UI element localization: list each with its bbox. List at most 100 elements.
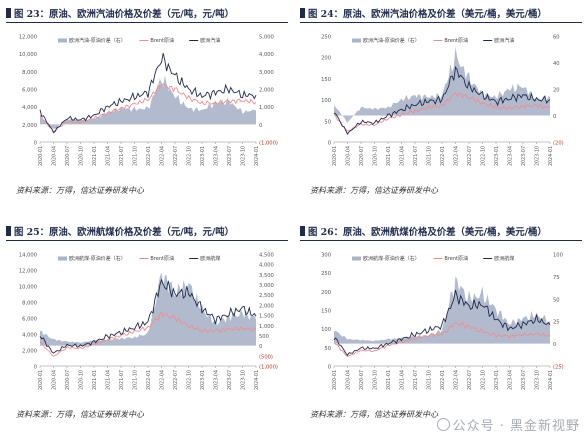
- x-tick-label: 2021-10: [427, 146, 433, 166]
- left-tick-label: 0: [34, 141, 37, 147]
- x-tick-label: 2020-07: [65, 370, 71, 390]
- x-tick-label: 2020-04: [52, 370, 58, 390]
- right-tick-label: (20): [553, 141, 564, 147]
- x-tick-label: 2023-10: [535, 146, 541, 166]
- x-tick-label: 2020-04: [52, 146, 58, 166]
- x-tick-label: 2020-01: [332, 146, 338, 166]
- x-tick-label: 2021-07: [413, 146, 419, 166]
- chart-svg-23: 12,000 10,000 8,000 6,000 4,000 2,000 0 5,000 4,…: [19, 35, 278, 167]
- left-tick-label: 250: [321, 271, 331, 277]
- x-tick-label: 2023-07: [521, 370, 527, 390]
- x-tick-label: 2022-07: [467, 146, 473, 166]
- right-tick-label: 4,000: [259, 263, 274, 269]
- left-tick-label: 12,000: [19, 35, 37, 41]
- x-tick-label: 2020-10: [79, 370, 85, 390]
- x-tick-label: 2022-10: [481, 370, 487, 390]
- x-tick-label: 2020-10: [79, 146, 85, 166]
- wechat-icon: [436, 418, 450, 431]
- x-tick-label: 2023-04: [508, 146, 514, 166]
- x-tick-label: 2024-01: [254, 146, 260, 166]
- series-spread-area: [334, 46, 550, 123]
- right-tick-label: 20: [553, 88, 560, 94]
- watermark: 公众号 · 黑金新视野: [436, 415, 580, 434]
- series-product-line: [39, 278, 257, 354]
- right-tick-label: 3,500: [259, 273, 274, 279]
- series-brent-line: [39, 311, 257, 357]
- right-tick-label: 1,500: [259, 314, 274, 320]
- x-tick-label: 2022-01: [146, 146, 152, 166]
- x-tick-label: 2023-04: [508, 370, 514, 390]
- left-tick-label: 2,000: [22, 349, 37, 355]
- x-tick-label: 2020-01: [332, 370, 338, 390]
- x-tick-label: 2020-10: [373, 370, 379, 390]
- x-tick-label: 2020-07: [359, 146, 365, 166]
- right-tick-label: 500: [259, 334, 269, 340]
- x-tick-label: 2023-07: [521, 146, 527, 166]
- left-tick-label: 10,000: [19, 52, 37, 58]
- x-tick-label: 2023-01: [200, 370, 206, 390]
- title-rule: [6, 240, 288, 241]
- x-tick-label: 2021-04: [400, 146, 406, 166]
- right-tick-label: 0: [259, 344, 262, 350]
- legend-label-spread: 欧洲航煤-原油价差（右）: [363, 255, 420, 262]
- source-note: 资料来源：万得，信达证券研发中心: [16, 410, 144, 419]
- x-tick-label: 2023-10: [241, 146, 247, 166]
- chart-panel-24: 图 24：原油、欧洲汽油价格及价差（美元/桶，美元/桶） 250 200 150 10…: [294, 0, 588, 218]
- right-tick-label: 2,500: [259, 293, 274, 299]
- x-tick-label: 2021-01: [386, 370, 392, 390]
- left-tick-label: 150: [321, 77, 331, 83]
- x-tick-label: 2020-04: [346, 370, 352, 390]
- chart-panel-23: 图 23：原油、欧洲汽油价格及价差（元/吨，元/吨） 12,000 10,000 8…: [0, 0, 294, 218]
- figure-title: 图 25：原油、欧洲航煤价格及价差（元/吨，元/吨）: [6, 224, 234, 238]
- legend-label-product: 欧洲汽油: [200, 37, 220, 44]
- left-tick-label: 8,000: [22, 70, 37, 76]
- x-tick-label: 2021-04: [106, 146, 112, 166]
- legend-label-product: 欧洲航煤: [200, 255, 220, 262]
- x-tick-label: 2022-10: [481, 146, 487, 166]
- right-tick-label: 75: [553, 275, 560, 281]
- x-tick-label: 2022-01: [440, 146, 446, 166]
- right-tick-label: (1,000): [259, 365, 278, 371]
- x-tick-label: 2021-10: [427, 370, 433, 390]
- chart-panel-26: 图 26：原油、欧洲航煤价格及价差（美元/桶，美元/桶） 300 250 200 15…: [294, 218, 588, 436]
- legend-label-brent: Brent原油: [150, 37, 174, 44]
- title-rule: [300, 240, 582, 241]
- right-tick-label: (25): [553, 365, 564, 371]
- x-tick-label: 2022-07: [467, 370, 473, 390]
- source-note: 资料来源：万得，信达证券研发中心: [16, 186, 144, 195]
- left-tick-label: 50: [324, 119, 331, 125]
- x-tick-label: 2022-07: [173, 146, 179, 166]
- x-tick-label: 2021-07: [119, 370, 125, 390]
- legend-label-spread: 欧洲汽油-原油价差（右）: [363, 37, 420, 44]
- chart-panel-25: 图 25：原油、欧洲航煤价格及价差（元/吨，元/吨） 14,000 12,000 1…: [0, 218, 294, 436]
- legend-label-brent: Brent原油: [444, 255, 468, 262]
- left-tick-label: 50: [324, 346, 331, 352]
- left-tick-label: 4,000: [22, 333, 37, 339]
- left-tick-label: 200: [321, 56, 331, 62]
- legend-label-brent: Brent原油: [150, 255, 174, 262]
- legend-label-product: 欧洲汽油: [494, 37, 514, 44]
- series-product-line: [333, 65, 551, 136]
- right-tick-label: 0: [553, 342, 556, 348]
- legend-label-brent: Brent原油: [444, 37, 468, 44]
- x-tick-label: 2020-07: [359, 370, 365, 390]
- right-tick-label: 5,000: [259, 35, 274, 41]
- series-brent-line: [39, 83, 257, 133]
- right-tick-label: 0: [259, 123, 262, 129]
- x-tick-label: 2022-04: [454, 146, 460, 166]
- x-tick-label: 2021-07: [413, 370, 419, 390]
- right-tick-label: 25: [553, 320, 560, 326]
- legend-label-spread: 欧洲汽油-原油价差（右）: [69, 37, 126, 44]
- x-tick-label: 2020-01: [38, 146, 44, 166]
- x-tick-label: 2022-10: [187, 146, 193, 166]
- left-tick-label: 2,000: [22, 123, 37, 129]
- left-tick-label: 100: [321, 98, 331, 104]
- right-tick-label: 2,000: [259, 303, 274, 309]
- left-tick-label: 100: [321, 327, 331, 333]
- x-tick-label: 2023-07: [227, 370, 233, 390]
- right-tick-label: 1,000: [259, 105, 274, 111]
- right-tick-label: 100: [553, 253, 563, 259]
- left-tick-label: 10,000: [19, 285, 37, 291]
